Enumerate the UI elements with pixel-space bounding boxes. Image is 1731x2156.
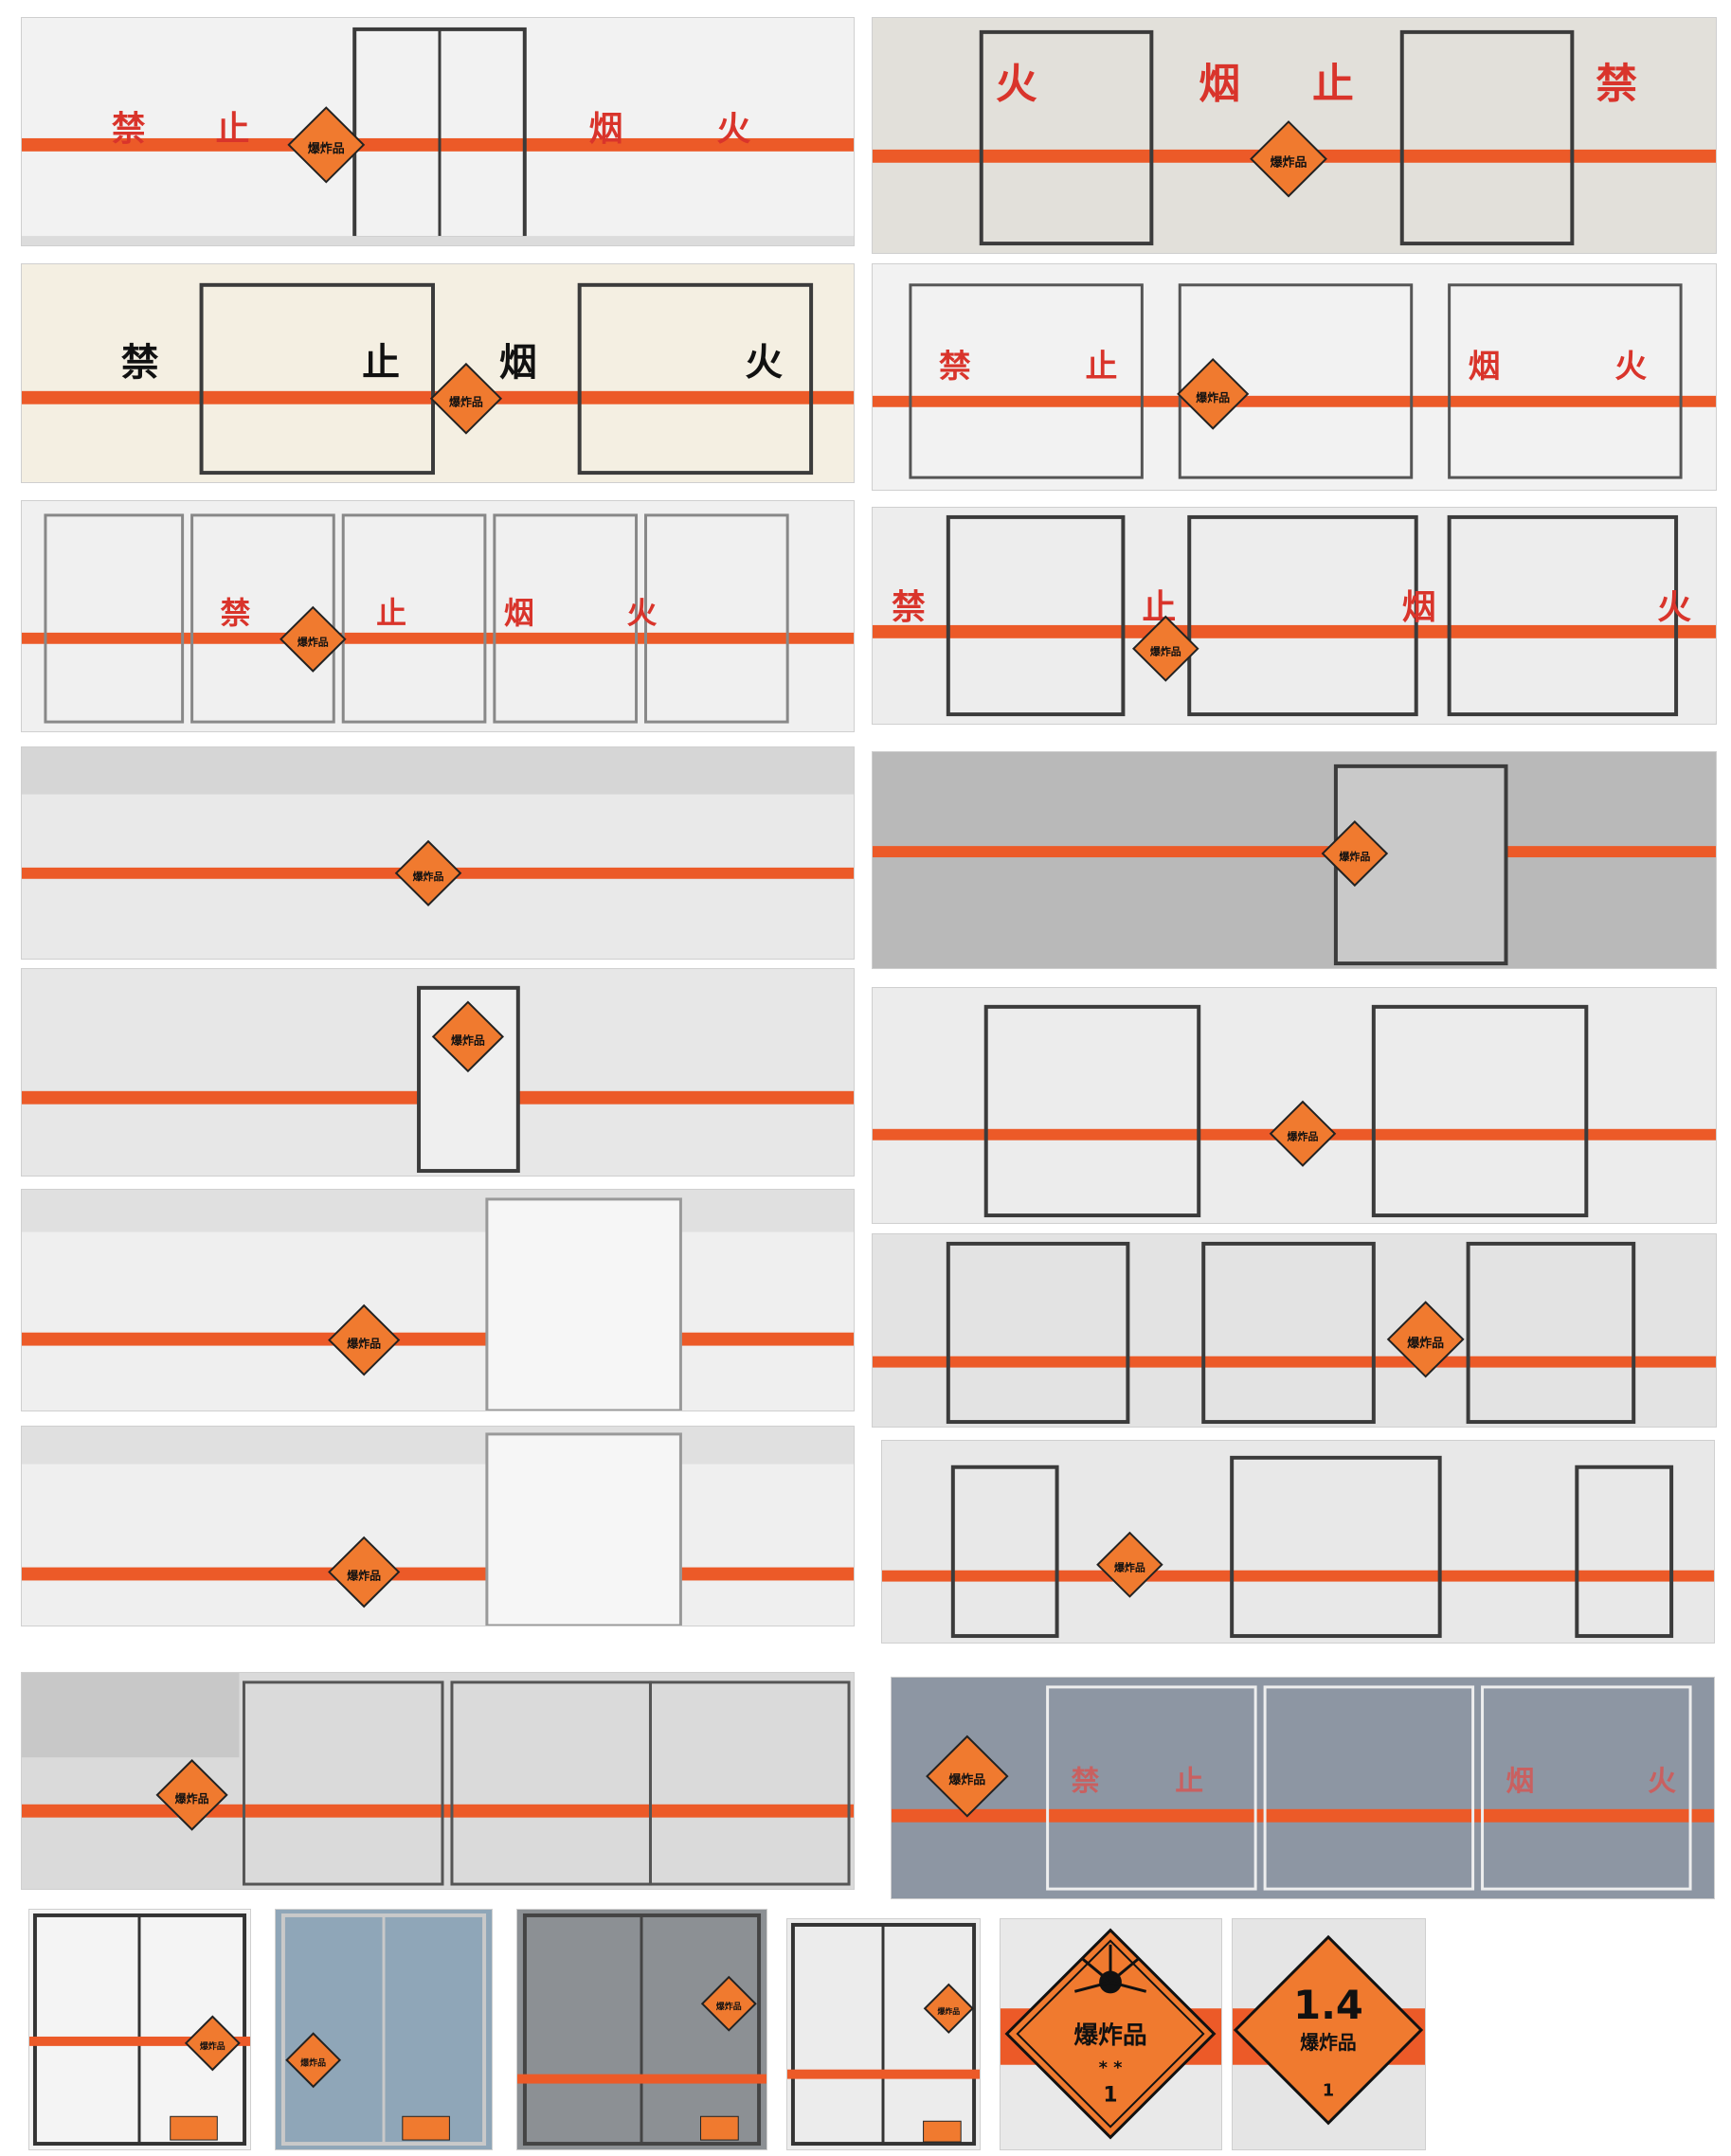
truck-rear-view-3: 爆炸品	[516, 1909, 767, 2150]
truck-side-view-14: 爆炸品	[881, 1440, 1715, 1644]
sign-label: 爆炸品	[1196, 391, 1230, 404]
explosive-sign-closeup: 爆炸品 * * 1	[1000, 1918, 1222, 2150]
truck-side-view-9: 爆炸品	[21, 968, 855, 1177]
explosive-diamond-icon: 爆炸品	[923, 1983, 974, 2034]
warning-char-4: 火	[627, 595, 658, 631]
explosive-diamond-icon: 爆炸品	[431, 1000, 505, 1073]
division-1-4-diamond-icon: 1.4 爆炸品 1	[1233, 1934, 1424, 2126]
explosive-diamond-icon: 爆炸品	[429, 362, 503, 435]
explosive-diamond-icon: 爆炸品	[328, 1536, 401, 1608]
truck-side-view-12: 爆炸品	[872, 1233, 1717, 1428]
sign-label: 爆炸品	[716, 2001, 742, 2012]
truck-rear-view-4: 爆炸品	[786, 1918, 981, 2150]
truck-side-view-13: 爆炸品	[21, 1426, 855, 1626]
sign-label: 爆炸品	[413, 870, 444, 883]
warning-char-3: 烟	[589, 110, 623, 149]
truck-side-view-10: 爆炸品	[872, 987, 1717, 1224]
sign-label: 爆炸品	[449, 396, 483, 409]
warning-char-1: 禁	[121, 341, 159, 385]
sign-label: 爆炸品	[200, 2040, 225, 2052]
explosive-diamond-icon: 爆炸品	[279, 605, 347, 673]
sign-label: 爆炸品	[1339, 850, 1370, 863]
truck-side-view-16: 禁 止 烟 火 爆炸品	[891, 1677, 1715, 1899]
truck-side-view-5: 禁 止 烟 火 爆炸品	[21, 500, 855, 732]
explosive-diamond-icon: 爆炸品	[1250, 120, 1327, 198]
warning-char-4: 火	[996, 60, 1037, 108]
warning-char-1: 禁	[1072, 1765, 1100, 1798]
warning-char-1: 禁	[892, 588, 926, 627]
warning-char-3: 烟	[1199, 60, 1240, 108]
sign-label: 爆炸品	[347, 1570, 381, 1583]
warning-char-3: 烟	[1402, 588, 1436, 627]
explosive-diamond-icon: 爆炸品	[155, 1759, 228, 1831]
sign-label: 爆炸品	[1407, 1336, 1444, 1351]
explosive-diamond-icon: 爆炸品	[184, 2015, 241, 2072]
truck-side-view-7: 爆炸品	[21, 746, 855, 960]
explosive-diamond-icon: 爆炸品	[1386, 1301, 1465, 1378]
warning-char-3: 烟	[1506, 1765, 1535, 1798]
warning-char-1: 禁	[1596, 60, 1637, 108]
warning-char-4: 火	[1657, 588, 1691, 627]
explosive-diamond-icon: 爆炸品	[1321, 820, 1389, 888]
truck-side-view-2: 火 烟 止 禁 爆炸品	[872, 17, 1717, 254]
warning-char-2: 止	[1312, 60, 1354, 108]
sign-label: 爆炸品	[347, 1338, 381, 1351]
explosive-diamond-icon: 爆炸品	[394, 839, 462, 907]
warning-char-1: 禁	[221, 595, 251, 631]
warning-char-2: 止	[1175, 1765, 1203, 1798]
sign-label: 爆炸品	[1288, 1130, 1319, 1143]
truck-side-view-6: 禁 止 烟 火 爆炸品	[872, 507, 1717, 725]
warning-char-3: 烟	[1469, 348, 1501, 385]
truck-rear-view-2: 爆炸品	[275, 1909, 493, 2150]
warning-char-4: 火	[1614, 348, 1647, 385]
warning-char-4: 火	[1648, 1765, 1676, 1798]
warning-char-3: 烟	[499, 341, 537, 385]
sign-label: 爆炸品	[308, 141, 345, 156]
sign-label: 爆炸品	[300, 2057, 326, 2069]
sign-label: 爆炸品	[948, 1772, 985, 1788]
truck-side-view-3: 禁 止 烟 火 爆炸品	[21, 263, 855, 483]
truck-side-view-8: 爆炸品	[872, 751, 1717, 969]
explosive-diamond-icon: 爆炸品	[1177, 357, 1250, 430]
sign-label: 爆炸品	[1271, 155, 1307, 171]
truck-side-view-11: 爆炸品	[21, 1189, 855, 1411]
truck-side-view-4: 禁 止 烟 火 爆炸品	[872, 263, 1717, 491]
warning-char-3: 烟	[504, 595, 534, 631]
warning-char-2: 止	[1085, 348, 1117, 385]
svg-text:* *: * *	[1099, 2058, 1123, 2078]
sign-label: 爆炸品	[1300, 2032, 1356, 2054]
explosive-diamond-icon: 爆炸品	[1269, 1100, 1337, 1167]
warning-char-4: 火	[716, 110, 750, 149]
sign-label: 爆炸品	[451, 1033, 485, 1047]
warning-char-1: 禁	[112, 110, 146, 149]
explosive-diamond-icon: 爆炸品	[287, 106, 366, 184]
explosive-diamond-icon: 爆炸品	[285, 2032, 342, 2089]
sign-label: 爆炸品	[937, 2006, 960, 2016]
warning-char-2: 止	[216, 110, 250, 149]
division-sign-closeup: 1.4 爆炸品 1	[1232, 1918, 1426, 2150]
truck-side-view-15: 爆炸品	[21, 1672, 855, 1890]
explosive-diamond-icon: 爆炸品	[926, 1734, 1009, 1818]
sign-class-number: 1	[1103, 2083, 1117, 2107]
explosive-diamond-icon: 爆炸品	[328, 1303, 401, 1376]
explosive-diamond-icon: 爆炸品	[700, 1975, 757, 2032]
truck-side-view-1: 禁 止 烟 火 爆炸品	[21, 17, 855, 246]
explosive-diamond-icon: 爆炸品	[1132, 615, 1199, 682]
warning-char-4: 火	[745, 341, 783, 385]
sign-class-number: 1	[1323, 2080, 1334, 2100]
warning-char-2: 止	[376, 595, 406, 631]
explosive-diamond-icon: 爆炸品	[1096, 1531, 1163, 1598]
sign-label: 爆炸品	[1073, 2021, 1146, 2050]
explosive-diamond-icon: 爆炸品 * * 1	[1004, 1928, 1217, 2140]
warning-char-2: 止	[362, 341, 400, 385]
warning-char-1: 禁	[939, 348, 971, 385]
sign-label: 爆炸品	[1114, 1561, 1145, 1574]
sign-division-label: 1.4	[1293, 1982, 1363, 2028]
sign-label: 爆炸品	[175, 1792, 209, 1806]
sign-label: 爆炸品	[1150, 645, 1181, 658]
sign-label: 爆炸品	[298, 636, 329, 649]
truck-rear-view-1: 爆炸品	[28, 1909, 251, 2150]
